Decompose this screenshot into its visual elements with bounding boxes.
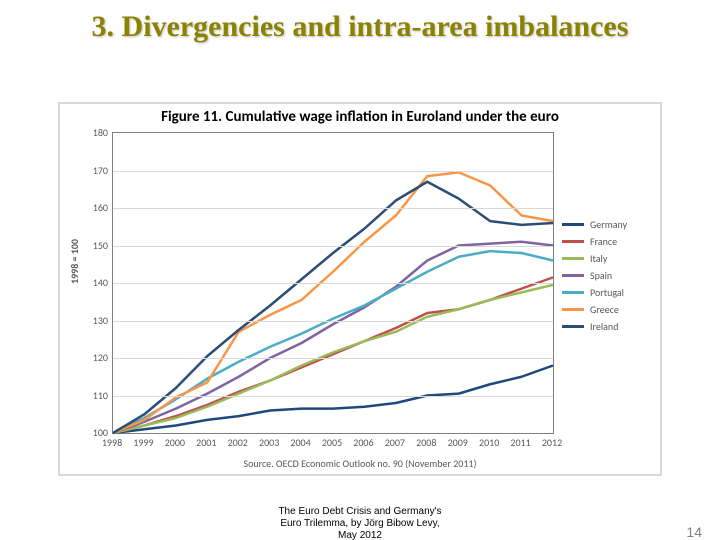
x-tick-label: 2011 [506,436,536,449]
x-tick-label: 2006 [348,436,378,449]
gridline [113,321,553,322]
x-tick-label: 2002 [223,436,253,449]
gridline [113,283,553,284]
x-tick-label: 2012 [537,436,567,449]
x-tick-label: 1998 [97,436,127,449]
gridline [113,208,553,209]
legend-label: Portugal [590,286,624,299]
chart-title: Figure 11. Cumulative wage inflation in … [60,108,660,126]
source-label: Source. OECD Economic Outlook no. 90 (No… [60,457,660,470]
legend-label: Greece [590,303,619,316]
legend: Germany France Italy Spain Portugal Greece Ire… [562,214,654,337]
legend-label: France [590,235,617,248]
gridline [113,358,553,359]
legend-label: Spain [590,269,612,282]
series-line-germany [113,366,553,434]
legend-swatch [562,257,584,260]
legend-item: Spain [562,269,654,282]
legend-label: Italy [590,252,607,265]
y-tick-label: 130 [68,314,108,327]
x-tick-label: 2001 [191,436,221,449]
series-line-portugal [113,251,553,433]
x-tick-label: 2007 [380,436,410,449]
legend-item: Italy [562,252,654,265]
y-tick-label: 160 [68,201,108,214]
x-tick-label: 2008 [411,436,441,449]
legend-item: France [562,235,654,248]
legend-item: Greece [562,303,654,316]
y-tick-label: 150 [68,239,108,252]
page-number: 14 [686,524,702,540]
chart-container: Figure 11. Cumulative wage inflation in … [58,102,662,476]
slide-title: 3. Divergencies and intra-area imbalance… [40,10,680,45]
x-tick-label: 2000 [160,436,190,449]
legend-swatch [562,325,584,328]
legend-label: Germany [590,218,627,231]
legend-item: Ireland [562,320,654,333]
x-tick-label: 2010 [474,436,504,449]
legend-swatch [562,240,584,243]
gridline [113,171,553,172]
x-tick-label: 2005 [317,436,347,449]
y-tick-label: 180 [68,126,108,139]
footer: The Euro Debt Crisis and Germany's Euro … [0,506,720,540]
y-tick-label: 140 [68,276,108,289]
series-line-greece [113,172,553,433]
legend-swatch [562,308,584,311]
legend-swatch [562,274,584,277]
y-tick-label: 170 [68,164,108,177]
gridline [113,246,553,247]
legend-swatch [562,291,584,294]
legend-item: Portugal [562,286,654,299]
x-tick-label: 2004 [286,436,316,449]
x-tick-label: 1999 [128,436,158,449]
x-tick-label: 2003 [254,436,284,449]
plot-area [112,132,554,434]
x-tick-label: 2009 [443,436,473,449]
legend-item: Germany [562,218,654,231]
footer-line-3: May 2012 [338,530,382,540]
legend-label: Ireland [590,320,618,333]
footer-line-1: The Euro Debt Crisis and Germany's [278,506,441,517]
footer-line-2: Euro Trilemma, by Jörg Bibow Levy, [280,518,439,529]
y-tick-label: 120 [68,351,108,364]
gridline [113,396,553,397]
y-tick-label: 110 [68,389,108,402]
legend-swatch [562,223,584,226]
